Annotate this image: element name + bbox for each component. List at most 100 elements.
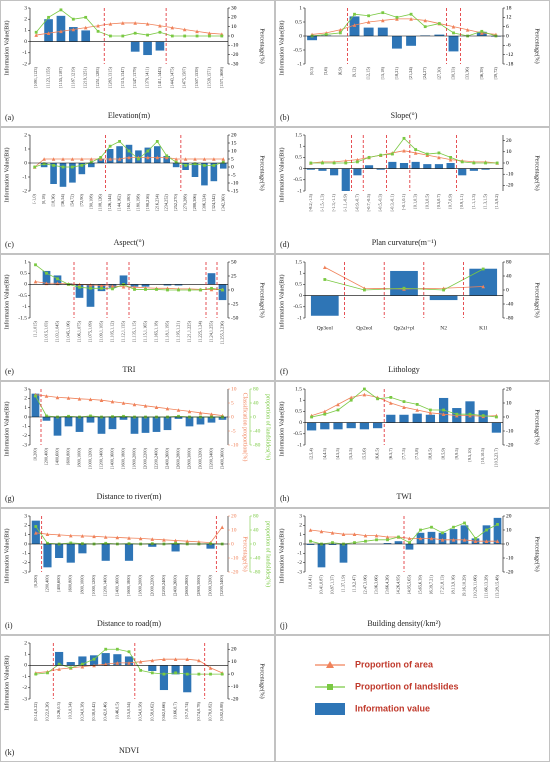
marker bbox=[452, 525, 455, 529]
marker bbox=[408, 541, 411, 544]
bar bbox=[64, 417, 73, 427]
legend-label: Proportion of landslides bbox=[355, 681, 459, 691]
marker bbox=[330, 531, 335, 535]
series-line bbox=[35, 526, 223, 544]
x-tick-label: [90,108) bbox=[88, 193, 94, 208]
x-tick-label: [8.13,9.16) bbox=[450, 574, 456, 594]
x-tick-label: [7.5,8) bbox=[414, 447, 420, 459]
y-tick-label: 0.5 bbox=[295, 282, 302, 288]
marker bbox=[323, 412, 327, 416]
marker bbox=[418, 536, 423, 541]
y-tick-label: 0.5 bbox=[295, 19, 302, 25]
x-tick-label: [-0.9,-0.7) bbox=[354, 193, 360, 211]
bar bbox=[201, 163, 208, 186]
marker bbox=[481, 284, 485, 289]
y2-tick-label: 80 bbox=[506, 259, 512, 265]
marker bbox=[174, 541, 177, 545]
x-tick-label: [1200,1400) bbox=[98, 447, 104, 469]
bar bbox=[66, 662, 75, 666]
bar bbox=[377, 27, 388, 36]
x-tick-label: [21,24) bbox=[408, 66, 414, 79]
y-axis-label: Information Value(Bit) bbox=[3, 655, 10, 710]
marker bbox=[484, 539, 489, 543]
marker bbox=[485, 528, 488, 532]
bar bbox=[207, 273, 216, 285]
marker bbox=[484, 161, 487, 165]
bar bbox=[330, 168, 339, 176]
y-tick-label: 0.5 bbox=[20, 270, 27, 276]
y-tick-label: 0 bbox=[24, 541, 27, 547]
bar bbox=[119, 417, 128, 420]
marker bbox=[99, 156, 103, 159]
x-tick-label: [600,800) bbox=[68, 574, 74, 591]
x-tick-label: [8,8.5) bbox=[427, 447, 433, 459]
x-tick-label: [108,126) bbox=[98, 193, 104, 210]
x-tick-label: [0.26,0.3) bbox=[56, 701, 62, 718]
y2-tick-label: 0 bbox=[231, 541, 234, 547]
panel: -3-2-10123-20-1001020-80-4004080Informat… bbox=[0, 508, 275, 635]
x-tick-label: [6.39,7.21) bbox=[428, 574, 434, 594]
marker bbox=[150, 537, 155, 541]
marker bbox=[127, 149, 131, 153]
x-tick-label: [0.74,0.78) bbox=[196, 701, 202, 721]
x-tick-label: [400,600) bbox=[54, 447, 60, 464]
x-tick-label: [0.3,0.34) bbox=[68, 701, 74, 718]
bar bbox=[75, 284, 84, 298]
marker bbox=[71, 27, 76, 32]
marker bbox=[415, 408, 419, 412]
y-tick-label: 1 bbox=[299, 397, 302, 403]
legend: Proportion of area Proportion of landslid… bbox=[275, 635, 550, 762]
bar bbox=[306, 422, 317, 431]
bar bbox=[125, 144, 133, 163]
marker bbox=[309, 539, 312, 543]
y-tick-label: 3 bbox=[24, 5, 27, 11]
y-tick-label: -2 bbox=[22, 685, 27, 691]
y2-tick-label: -6 bbox=[506, 43, 511, 49]
bar bbox=[143, 41, 152, 56]
legend-swatch bbox=[315, 703, 345, 715]
marker bbox=[42, 162, 46, 166]
y2-axis-label: Percentage(%) bbox=[259, 282, 266, 317]
bar bbox=[306, 544, 315, 545]
x-tick-label: [400,600) bbox=[56, 574, 62, 591]
y-tick-label: 1 bbox=[299, 143, 302, 149]
y-tick-label: 0 bbox=[24, 282, 27, 288]
bar bbox=[481, 168, 490, 170]
y-tick-label: 0.5 bbox=[295, 409, 302, 415]
series-line bbox=[35, 264, 223, 291]
marker bbox=[202, 157, 207, 161]
bar bbox=[56, 15, 66, 42]
x-tick-label: [33,36) bbox=[465, 66, 471, 79]
y2-tick-label: 40 bbox=[253, 527, 259, 533]
x-tick-label: [1.255,3.236) bbox=[219, 320, 225, 344]
marker bbox=[110, 399, 115, 404]
bar bbox=[172, 163, 180, 168]
bar bbox=[317, 544, 326, 568]
marker bbox=[495, 539, 500, 543]
y-tick-label: 0 bbox=[299, 293, 302, 299]
marker bbox=[122, 414, 125, 418]
panel: -1.5 -1 -0.5 0 0.5 1 -50 -25 0 25 50 Information Va… bbox=[0, 254, 275, 381]
y2-tick-label: 0 bbox=[253, 541, 256, 547]
bar bbox=[155, 41, 165, 51]
y-tick-label: -0.5 bbox=[18, 293, 27, 299]
x-tick-label: [18,21) bbox=[394, 66, 400, 79]
y-axis-label: Information Value(Bit) bbox=[278, 528, 285, 583]
marker bbox=[442, 408, 445, 412]
marker bbox=[89, 160, 93, 164]
marker bbox=[338, 27, 343, 32]
marker bbox=[81, 662, 84, 666]
panel-border bbox=[0, 381, 275, 508]
marker bbox=[174, 671, 177, 675]
x-axis-label: Plan curvature(m⁻¹) bbox=[372, 238, 437, 247]
bar bbox=[55, 651, 64, 666]
marker bbox=[96, 29, 100, 33]
x-tick-label: [9.5,10) bbox=[467, 447, 473, 461]
y-tick-label: -1 bbox=[22, 551, 27, 557]
marker bbox=[197, 672, 201, 676]
y2-tick-label: 40 bbox=[506, 273, 512, 279]
x-tick-label: [8.5,9) bbox=[441, 447, 447, 459]
bar bbox=[210, 163, 218, 182]
x-tick-label: [2200,2400) bbox=[161, 574, 167, 596]
x-tick-label: [234,252) bbox=[164, 193, 170, 210]
